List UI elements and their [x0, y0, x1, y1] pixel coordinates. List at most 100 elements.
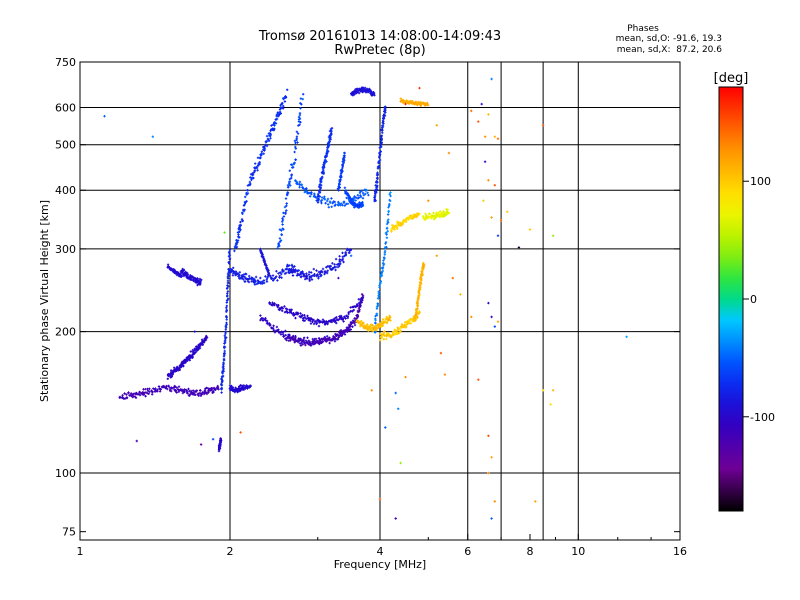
data-point — [283, 100, 287, 103]
data-point — [436, 214, 439, 217]
data-point — [387, 318, 391, 321]
data-point — [321, 267, 325, 271]
data-point — [470, 109, 473, 113]
data-point — [309, 344, 313, 347]
data-point — [490, 77, 493, 81]
data-point — [330, 127, 334, 130]
data-point — [325, 320, 328, 324]
data-point — [294, 316, 297, 320]
data-point — [490, 456, 493, 459]
data-point — [299, 344, 303, 347]
data-point — [317, 197, 320, 201]
data-point — [389, 319, 392, 322]
data-point — [298, 180, 302, 184]
data-point — [285, 204, 288, 207]
data-point — [146, 389, 150, 392]
data-point — [387, 218, 390, 221]
data-point — [528, 228, 532, 231]
data-point — [234, 386, 237, 389]
data-point — [340, 169, 343, 172]
data-point — [376, 297, 380, 300]
data-point — [138, 390, 141, 394]
data-point — [417, 212, 420, 215]
data-point — [171, 373, 174, 376]
data-point — [313, 192, 316, 195]
data-point — [380, 137, 383, 141]
data-point — [384, 231, 388, 235]
colorbar-tick-label: 0 — [750, 293, 757, 306]
data-point — [279, 239, 283, 242]
data-point — [308, 341, 311, 344]
data-point — [303, 316, 307, 319]
data-point — [281, 107, 285, 110]
data-point — [297, 124, 300, 127]
data-point — [361, 296, 364, 300]
data-point — [339, 329, 343, 332]
data-point — [317, 185, 321, 188]
data-point — [275, 275, 278, 278]
data-point — [272, 324, 275, 327]
data-point — [308, 279, 311, 282]
data-point — [118, 396, 122, 399]
data-point — [293, 270, 297, 274]
data-point — [177, 385, 181, 388]
data-point — [327, 206, 330, 209]
data-point — [286, 265, 289, 268]
data-point — [477, 120, 480, 123]
data-point — [376, 302, 379, 306]
data-point — [303, 319, 306, 322]
data-point — [280, 276, 283, 279]
data-point — [287, 335, 290, 338]
data-point — [391, 224, 394, 227]
data-point — [264, 143, 267, 147]
data-point — [388, 193, 391, 196]
data-point — [379, 280, 382, 283]
data-point — [282, 104, 285, 108]
data-point — [259, 318, 262, 322]
data-point — [364, 86, 367, 90]
data-point — [487, 113, 490, 116]
data-point — [328, 140, 331, 143]
data-point — [290, 308, 293, 311]
data-point — [296, 313, 299, 316]
data-point — [324, 202, 327, 205]
data-point — [300, 314, 304, 318]
data-point — [382, 256, 386, 259]
data-point — [227, 285, 230, 288]
y-axis: 75 100 200 300 400 500 600 750 — [55, 56, 680, 539]
data-point — [317, 324, 321, 328]
data-point — [288, 333, 291, 337]
data-point — [480, 102, 483, 106]
data-point — [375, 188, 379, 191]
data-point — [196, 277, 199, 280]
data-point — [351, 319, 355, 322]
data-point — [418, 311, 421, 314]
data-point — [282, 335, 286, 338]
data-point — [383, 110, 386, 113]
data-point — [277, 304, 280, 307]
data-point — [417, 290, 421, 293]
x-tick-label: 10 — [571, 545, 585, 558]
data-point — [265, 144, 269, 148]
data-point — [374, 322, 377, 325]
data-point — [342, 201, 346, 205]
data-point — [298, 117, 302, 120]
data-point — [323, 161, 326, 164]
data-point — [375, 312, 379, 316]
data-point — [285, 209, 288, 212]
data-point — [222, 362, 225, 365]
data-point — [354, 196, 358, 199]
data-point — [284, 211, 287, 214]
y-tick-label: 100 — [55, 467, 76, 480]
data-point — [239, 228, 242, 231]
data-point — [315, 269, 318, 272]
data-point — [490, 216, 493, 219]
data-point — [294, 179, 297, 182]
data-point — [343, 186, 347, 189]
data-point — [272, 129, 275, 132]
colorbar-tick-label: 100 — [750, 175, 771, 188]
data-point — [227, 281, 230, 285]
data-point — [366, 323, 369, 326]
data-point — [332, 338, 335, 341]
data-point — [388, 204, 391, 207]
